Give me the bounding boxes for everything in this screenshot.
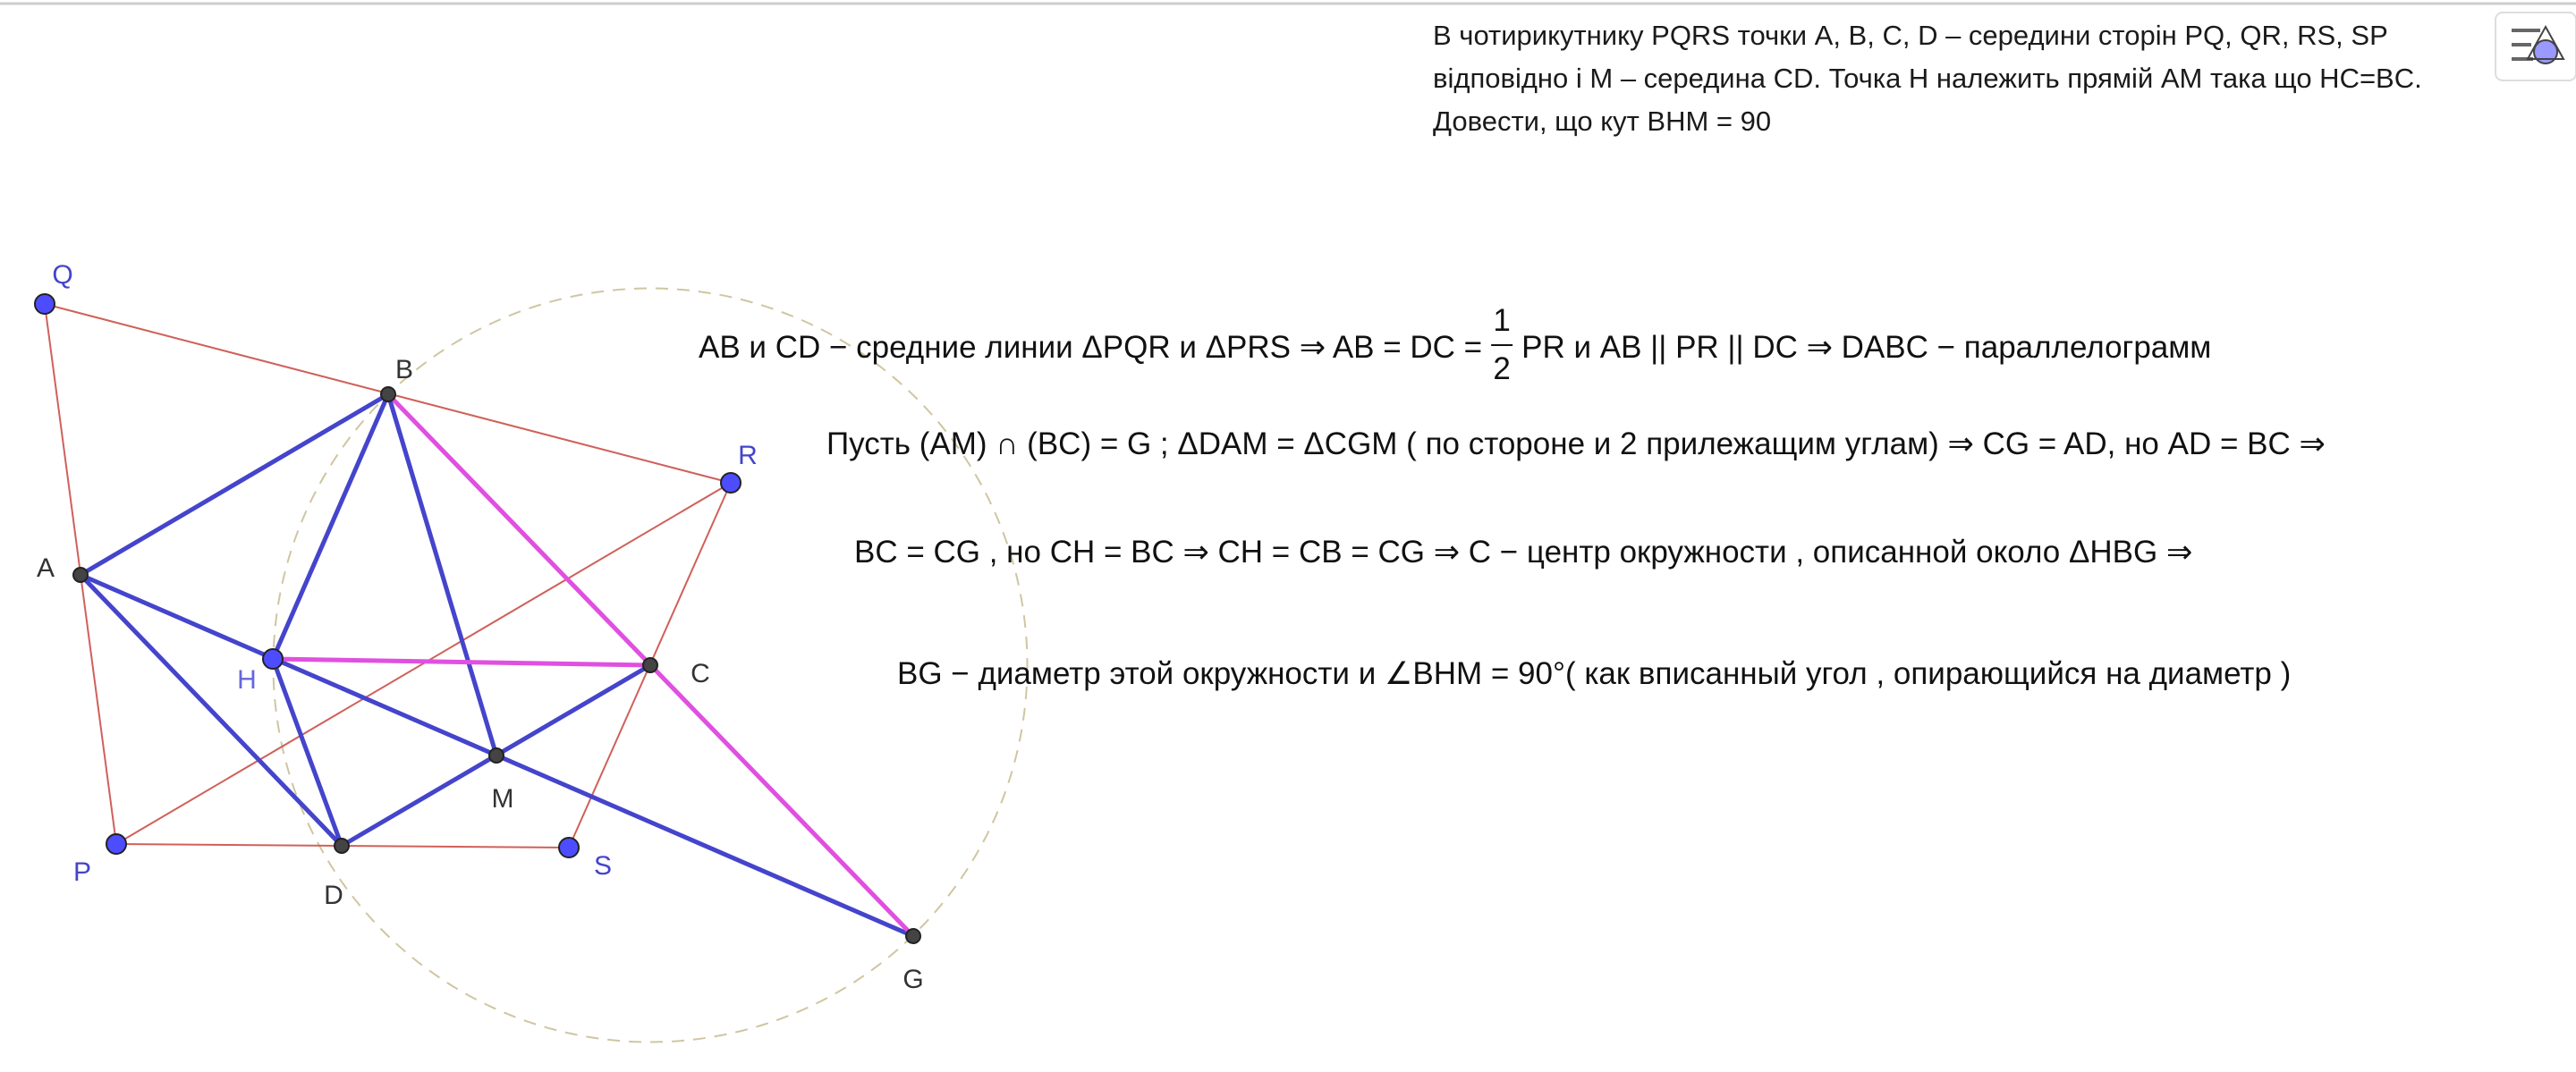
point: [380, 386, 396, 402]
solution-line: BG − диаметр этой окружности и ∠BHM = 90…: [897, 656, 2291, 691]
segment: [270, 658, 344, 847]
point: [34, 293, 55, 315]
point-label: Q: [52, 260, 72, 290]
segment: [386, 393, 499, 756]
point: [72, 567, 89, 583]
point: [488, 747, 504, 764]
point: [720, 472, 741, 494]
point-label: C: [691, 659, 710, 688]
solution-line: BC = CG , но CH = BC ⇒ CH = CB = CG ⇒ C …: [854, 535, 2192, 570]
point: [334, 838, 350, 854]
point-label: R: [738, 441, 758, 470]
segment: [79, 392, 390, 578]
text-layer: В чотирикутнику PQRS точки A, B, C, D – …: [699, 20, 2422, 691]
point: [262, 648, 284, 670]
point-label: G: [902, 965, 923, 994]
problem-line: відповідно і M – середина CD. Точка H на…: [1433, 63, 2422, 94]
solution-line: Пусть (AM) ∩ (BC) = G ; ΔDAM = ΔCGM ( по…: [826, 426, 2326, 461]
menu-icon-triangle: [2526, 24, 2565, 60]
point-label: B: [395, 355, 413, 384]
point-label: P: [73, 857, 91, 887]
point-label: D: [324, 881, 343, 910]
construction: Q B R A H C M P D S G: [34, 260, 1029, 1043]
menu-icon-circle: [2533, 39, 2558, 64]
point: [642, 657, 658, 673]
point: [106, 833, 127, 855]
point-label: S: [594, 851, 612, 881]
fraction-denominator: 2: [1493, 351, 1510, 386]
point: [905, 928, 921, 944]
solution-line: PR и AB || PR || DC ⇒ DABC − параллелогр…: [1521, 330, 2211, 365]
segment: [79, 573, 343, 848]
segment: [270, 393, 391, 660]
point: [558, 837, 580, 858]
highlight-segment: [272, 656, 651, 668]
menu-button[interactable]: [2495, 12, 2576, 81]
point-label: A: [37, 553, 55, 583]
point-label: M: [492, 784, 514, 814]
problem-line: В чотирикутнику PQRS точки A, B, C, D – …: [1433, 20, 2388, 51]
fraction-numerator: 1: [1493, 303, 1510, 338]
solution-line: AB и CD − средние линии ΔPQR и ΔPRS ⇒ AB…: [699, 330, 1482, 365]
point-label: H: [237, 665, 257, 695]
problem-line: Довести, що кут BHM = 90: [1433, 106, 1771, 137]
